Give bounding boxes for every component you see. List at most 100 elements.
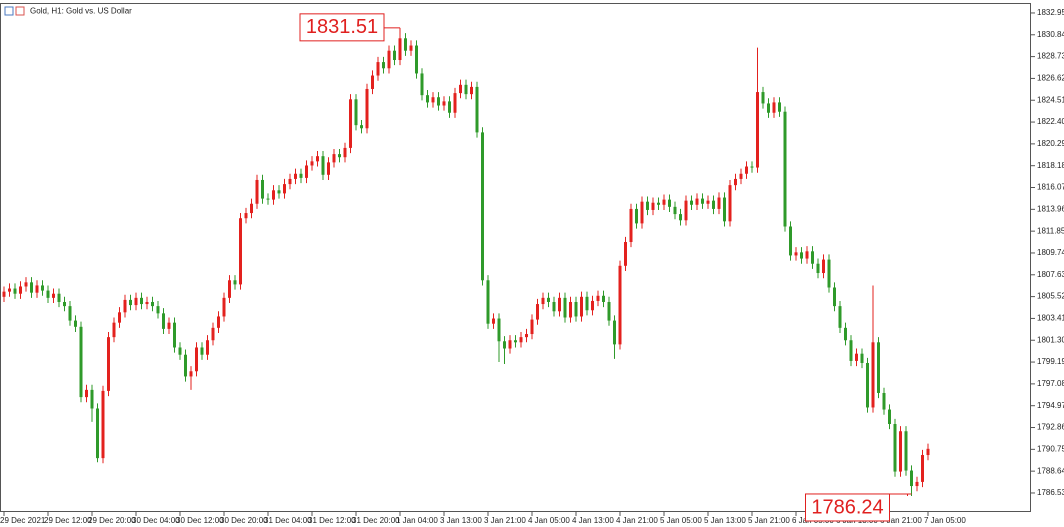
candle-body — [200, 347, 204, 355]
candle-body — [46, 290, 50, 298]
candle-body — [750, 166, 754, 168]
x-tick-label: 4 Jan 05:00 — [528, 516, 570, 525]
candle-body — [277, 190, 281, 194]
candle-body — [497, 318, 501, 342]
candle-body — [475, 86, 479, 133]
y-tick-label: 1813.96 — [1037, 204, 1064, 213]
candle-body — [519, 337, 523, 343]
candle-body — [140, 297, 143, 305]
candle-body — [41, 285, 44, 291]
candle-body — [481, 132, 484, 281]
candle-body — [310, 161, 314, 166]
y-tick-label: 1811.85 — [1037, 226, 1064, 235]
plot-frame — [0, 3, 1031, 512]
candle-body — [767, 103, 770, 113]
candle-body — [371, 75, 374, 89]
candle-body — [63, 301, 66, 307]
candle-body — [321, 156, 325, 175]
candle-body — [189, 371, 193, 377]
candle-body — [123, 299, 127, 313]
candle-body — [327, 162, 330, 175]
x-tick-label: 29 Dec 12:00 — [44, 516, 92, 525]
candle-body — [74, 320, 77, 327]
x-tick-label: 3 Jan 21:00 — [484, 516, 526, 525]
x-tick-label: 4 Jan 21:00 — [616, 516, 658, 525]
candle-body — [79, 326, 83, 398]
candle-body — [68, 306, 72, 321]
candle-body — [365, 88, 369, 129]
candle-body — [151, 301, 154, 307]
candle-body — [822, 259, 825, 274]
candle-body — [211, 327, 215, 341]
candle-body — [662, 199, 666, 205]
candle-body — [789, 226, 792, 256]
candle-body — [728, 185, 732, 222]
y-tick-label: 1816.07 — [1037, 183, 1064, 192]
candle-body — [431, 97, 435, 103]
y-tick-label: 1832.95 — [1037, 8, 1064, 17]
candle-body — [250, 203, 253, 214]
candle-body — [530, 319, 534, 335]
candle-body — [514, 340, 517, 343]
y-tick-label: 1801.30 — [1037, 335, 1064, 344]
candle-body — [398, 38, 402, 61]
y-tick-label: 1797.08 — [1037, 379, 1064, 388]
candle-body — [442, 101, 446, 106]
y-tick-label: 1818.18 — [1037, 161, 1064, 170]
candle-body — [255, 179, 259, 204]
candle-body — [525, 334, 528, 338]
y-tick-label: 1790.75 — [1037, 444, 1064, 453]
x-tick-label: 31 Dec 04:00 — [264, 516, 312, 525]
x-tick-label: 7 Jan 05:00 — [924, 516, 966, 525]
candle-body — [602, 295, 605, 302]
candle-body — [145, 301, 149, 305]
candle-body — [459, 84, 462, 94]
x-tick-label: 31 Dec 12:00 — [308, 516, 356, 525]
candle-body — [503, 341, 506, 349]
candle-body — [723, 197, 726, 222]
candle-body — [591, 300, 594, 311]
candle-body — [437, 97, 440, 106]
candle-body — [866, 362, 869, 408]
candle-body — [129, 299, 132, 306]
x-tick-label: 30 Dec 04:00 — [132, 516, 180, 525]
candle-body — [855, 353, 858, 361]
candle-body — [222, 297, 226, 317]
candle-body — [195, 347, 198, 372]
candle-body — [162, 313, 165, 329]
y-tick-label: 1807.63 — [1037, 270, 1064, 279]
candle-body — [651, 202, 655, 210]
x-tick-label: 31 Dec 20:00 — [352, 516, 400, 525]
candle-body — [783, 111, 787, 227]
candle-body — [679, 214, 682, 221]
candle-body — [695, 198, 699, 205]
candle-body — [585, 296, 589, 311]
candle-body — [684, 200, 688, 221]
y-tick-label: 1788.64 — [1037, 466, 1064, 475]
candle-body — [173, 322, 176, 348]
x-tick-label: 5 Jan 05:00 — [660, 516, 702, 525]
candle-body — [35, 285, 39, 293]
candle-body — [2, 291, 6, 297]
candle-body — [8, 288, 11, 292]
extreme-box — [805, 493, 890, 522]
candle-body — [134, 297, 138, 306]
y-tick-label: 1786.53 — [1037, 488, 1064, 497]
candle-body — [800, 252, 803, 259]
x-tick-label: 30 Dec 12:00 — [176, 516, 224, 525]
candle-body — [640, 201, 644, 224]
x-tick-label: 6 Jan 21:00 — [880, 516, 922, 525]
candle-body — [794, 252, 798, 256]
candle-body — [464, 84, 468, 95]
candle-body — [24, 282, 28, 287]
candle-body — [30, 282, 33, 293]
extreme-label: 1786.24 — [811, 496, 883, 518]
candle-body — [547, 297, 550, 302]
candle-body — [574, 301, 578, 317]
candle-body — [376, 62, 380, 76]
candle-body — [635, 208, 638, 224]
extreme-label: 1831.51 — [306, 16, 378, 38]
candle-body — [178, 347, 182, 355]
candle-body — [360, 125, 363, 129]
